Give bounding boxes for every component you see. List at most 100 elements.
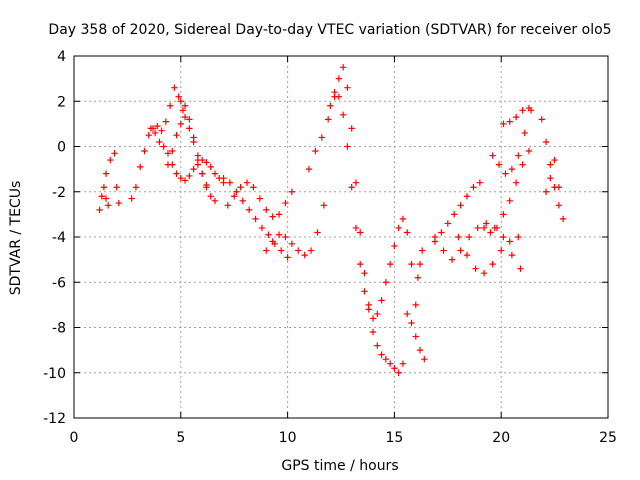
data-point (519, 107, 526, 114)
data-point (500, 233, 507, 241)
y-tick-label: -8 (52, 321, 66, 337)
data-point (233, 188, 240, 195)
data-point (555, 184, 563, 191)
data-point (521, 129, 528, 137)
data-point (164, 161, 172, 168)
data-point (115, 199, 123, 207)
chart-title: Day 358 of 2020, Sidereal Day-to-day VTE… (48, 22, 611, 38)
y-tick-label: 4 (57, 49, 66, 65)
data-point (352, 224, 360, 232)
data-point (386, 260, 394, 268)
data-point (226, 179, 234, 186)
data-point (408, 319, 415, 327)
data-point (414, 274, 422, 281)
data-point (421, 355, 428, 363)
data-point (519, 161, 526, 168)
data-point (374, 342, 381, 349)
data-point (320, 202, 328, 209)
series-arc-1 (96, 184, 112, 214)
series-arc-14 (431, 179, 484, 245)
data-point (207, 163, 214, 171)
data-point (495, 161, 503, 168)
data-point (335, 75, 343, 82)
data-point (457, 202, 464, 209)
data-point (288, 240, 296, 247)
series-arc-21 (542, 156, 567, 223)
data-point (275, 231, 283, 238)
data-point (141, 147, 148, 155)
data-point (440, 247, 447, 254)
data-point (190, 165, 197, 173)
series-arc-5 (164, 113, 210, 189)
data-point (339, 64, 347, 71)
y-tick-label: 2 (57, 94, 66, 110)
y-tick-label: -4 (52, 230, 66, 246)
series-arc-18 (489, 107, 535, 177)
y-tick-label: -6 (52, 275, 66, 291)
series-arc-2 (102, 150, 123, 207)
data-point (559, 215, 567, 223)
data-point (361, 288, 368, 295)
data-point (408, 260, 415, 268)
data-point (498, 247, 505, 254)
data-point (399, 360, 407, 367)
data-point (181, 177, 189, 184)
data-point (295, 247, 302, 254)
data-point (412, 333, 419, 340)
data-point (412, 301, 419, 309)
data-point (365, 306, 372, 313)
data-point (284, 254, 291, 261)
data-point (508, 165, 516, 173)
series-arc-16 (455, 233, 522, 277)
series-arc-10 (305, 64, 407, 376)
data-point (374, 310, 381, 318)
data-point (171, 84, 178, 91)
data-point (275, 211, 283, 218)
series-arc-8 (224, 179, 296, 220)
data-point (314, 229, 321, 236)
data-point (542, 188, 550, 195)
data-point (96, 206, 103, 214)
data-point (348, 184, 355, 191)
data-point (515, 233, 522, 241)
data-point (386, 360, 394, 367)
data-point (465, 233, 473, 241)
data-point (177, 174, 184, 182)
series-arc-15 (431, 220, 524, 272)
data-point (186, 172, 193, 180)
data-point (301, 251, 308, 259)
data-point (211, 170, 219, 177)
data-marks (96, 64, 567, 376)
data-point (252, 215, 259, 223)
series-arc-17 (480, 147, 533, 236)
data-point (480, 270, 488, 277)
data-point (382, 355, 390, 363)
y-tick-label: -10 (43, 366, 66, 382)
data-point (506, 118, 513, 125)
data-point (104, 202, 112, 209)
data-point (128, 195, 135, 202)
data-point (369, 315, 377, 322)
data-point (181, 113, 189, 121)
data-point (352, 179, 360, 186)
ticks: 0 5 10 15 20 25 -12 -10 -8 -6 -4 -2 0 2 4 (43, 49, 617, 446)
data-point (160, 143, 167, 150)
data-point (277, 247, 285, 254)
data-point (173, 170, 180, 177)
data-point (517, 265, 524, 272)
data-point (448, 256, 456, 263)
data-point (451, 211, 458, 218)
data-point (327, 102, 334, 109)
data-point (361, 270, 368, 277)
data-point (418, 247, 426, 254)
data-point (324, 116, 332, 123)
data-point (181, 102, 189, 109)
data-point (269, 213, 276, 220)
series-arc-11 (327, 89, 419, 322)
data-point (203, 184, 210, 191)
data-point (318, 134, 325, 141)
data-point (211, 197, 219, 204)
data-point (269, 238, 276, 245)
x-tick-label: 10 (279, 430, 297, 446)
